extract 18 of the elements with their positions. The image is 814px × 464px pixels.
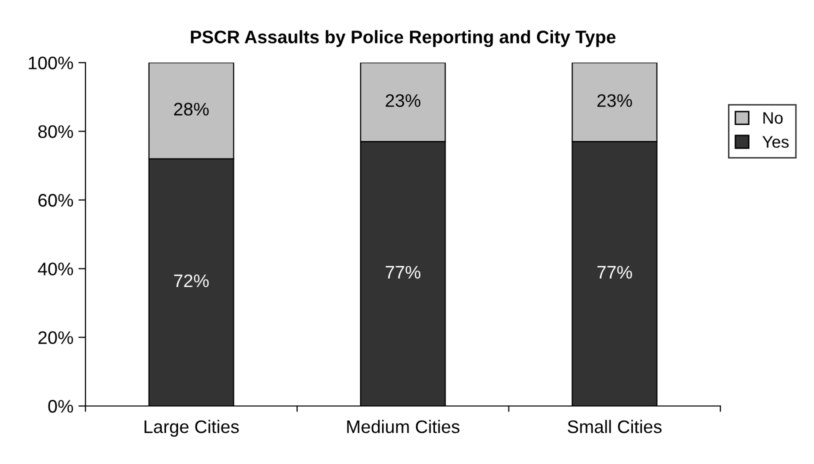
y-tick-label: 60% [38,194,74,207]
y-tick-label: 100% [28,56,74,70]
data-label: 23% [597,94,632,107]
data-label: 77% [386,266,420,279]
y-tick-label: 80% [38,125,74,138]
y-tick-label: 40% [38,262,74,276]
chart-title: PSCR Assaults by Police Reporting and City Type [190,30,616,48]
data-label: 72% [174,274,209,288]
data-label: 77% [597,266,632,279]
x-tick-label: Small Cities [568,420,662,434]
x-tick-label: Medium Cities [347,420,460,434]
data-label: 28% [174,102,209,116]
x-tick-label: Large Cities [144,420,239,437]
legend-label: No [763,112,783,124]
legend-label: Yes [762,136,789,148]
y-tick-label: 0% [48,400,74,413]
data-label: 23% [386,94,420,107]
y-tick-label: 20% [38,331,74,344]
